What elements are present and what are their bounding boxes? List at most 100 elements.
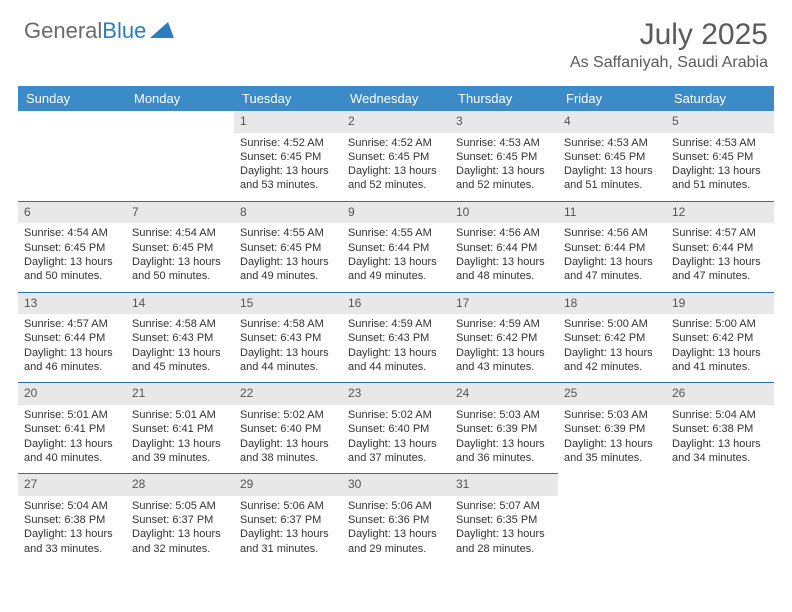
- daylight-line: Daylight: 13 hours and 50 minutes.: [132, 255, 228, 284]
- sunrise-line: Sunrise: 4:58 AM: [240, 317, 336, 331]
- day-number: 22: [234, 382, 342, 405]
- sunset-line: Sunset: 6:41 PM: [24, 422, 120, 436]
- sunset-line: Sunset: 6:38 PM: [672, 422, 768, 436]
- daylight-line: Daylight: 13 hours and 47 minutes.: [564, 255, 660, 284]
- day-content: Sunrise: 5:01 AMSunset: 6:41 PMDaylight:…: [126, 405, 234, 473]
- title-block: July 2025 As Saffaniyah, Saudi Arabia: [570, 18, 768, 72]
- day-content: Sunrise: 4:58 AMSunset: 6:43 PMDaylight:…: [234, 314, 342, 382]
- day-content: Sunrise: 5:01 AMSunset: 6:41 PMDaylight:…: [18, 405, 126, 473]
- daylight-line: Daylight: 13 hours and 40 minutes.: [24, 437, 120, 466]
- calendar-cell: 2Sunrise: 4:52 AMSunset: 6:45 PMDaylight…: [342, 111, 450, 201]
- day-number: 8: [234, 201, 342, 224]
- day-number: 28: [126, 473, 234, 496]
- day-content: Sunrise: 5:04 AMSunset: 6:38 PMDaylight:…: [18, 496, 126, 564]
- day-number: 5: [666, 111, 774, 133]
- daylight-line: Daylight: 13 hours and 28 minutes.: [456, 527, 552, 556]
- sunrise-line: Sunrise: 5:07 AM: [456, 499, 552, 513]
- calendar-cell: 31Sunrise: 5:07 AMSunset: 6:35 PMDayligh…: [450, 473, 558, 564]
- sunrise-line: Sunrise: 4:56 AM: [456, 226, 552, 240]
- day-number: 30: [342, 473, 450, 496]
- weekday-header: Saturday: [666, 86, 774, 111]
- day-number: 1: [234, 111, 342, 133]
- calendar-cell: 17Sunrise: 4:59 AMSunset: 6:42 PMDayligh…: [450, 292, 558, 383]
- sunrise-line: Sunrise: 5:02 AM: [348, 408, 444, 422]
- daylight-line: Daylight: 13 hours and 32 minutes.: [132, 527, 228, 556]
- page-header: GeneralBlue July 2025 As Saffaniyah, Sau…: [0, 0, 792, 78]
- day-content: Sunrise: 5:05 AMSunset: 6:37 PMDaylight:…: [126, 496, 234, 564]
- day-content: Sunrise: 5:06 AMSunset: 6:37 PMDaylight:…: [234, 496, 342, 564]
- calendar-week-row: 13Sunrise: 4:57 AMSunset: 6:44 PMDayligh…: [18, 292, 774, 383]
- day-content: Sunrise: 5:02 AMSunset: 6:40 PMDaylight:…: [342, 405, 450, 473]
- day-content: Sunrise: 4:53 AMSunset: 6:45 PMDaylight:…: [666, 133, 774, 201]
- day-number: 15: [234, 292, 342, 315]
- calendar-week-row: 1Sunrise: 4:52 AMSunset: 6:45 PMDaylight…: [18, 111, 774, 201]
- calendar-week-row: 20Sunrise: 5:01 AMSunset: 6:41 PMDayligh…: [18, 382, 774, 473]
- calendar-cell: 24Sunrise: 5:03 AMSunset: 6:39 PMDayligh…: [450, 382, 558, 473]
- daylight-line: Daylight: 13 hours and 42 minutes.: [564, 346, 660, 375]
- page-title: July 2025: [570, 18, 768, 52]
- day-content: Sunrise: 4:55 AMSunset: 6:44 PMDaylight:…: [342, 223, 450, 291]
- sunrise-line: Sunrise: 4:55 AM: [240, 226, 336, 240]
- sunset-line: Sunset: 6:45 PM: [348, 150, 444, 164]
- sunrise-line: Sunrise: 5:02 AM: [240, 408, 336, 422]
- day-content: Sunrise: 4:57 AMSunset: 6:44 PMDaylight:…: [666, 223, 774, 291]
- weekday-header: Monday: [126, 86, 234, 111]
- day-number: 16: [342, 292, 450, 315]
- sunrise-line: Sunrise: 5:03 AM: [564, 408, 660, 422]
- daylight-line: Daylight: 13 hours and 47 minutes.: [672, 255, 768, 284]
- sunrise-line: Sunrise: 5:04 AM: [24, 499, 120, 513]
- calendar-cell: 23Sunrise: 5:02 AMSunset: 6:40 PMDayligh…: [342, 382, 450, 473]
- sunset-line: Sunset: 6:40 PM: [348, 422, 444, 436]
- day-number: 6: [18, 201, 126, 224]
- daylight-line: Daylight: 13 hours and 34 minutes.: [672, 437, 768, 466]
- sunset-line: Sunset: 6:45 PM: [240, 150, 336, 164]
- day-number: 19: [666, 292, 774, 315]
- calendar-cell: [126, 111, 234, 201]
- sunset-line: Sunset: 6:42 PM: [564, 331, 660, 345]
- calendar-cell: 20Sunrise: 5:01 AMSunset: 6:41 PMDayligh…: [18, 382, 126, 473]
- calendar-cell: 1Sunrise: 4:52 AMSunset: 6:45 PMDaylight…: [234, 111, 342, 201]
- sunrise-line: Sunrise: 5:04 AM: [672, 408, 768, 422]
- sunrise-line: Sunrise: 5:00 AM: [672, 317, 768, 331]
- sunrise-line: Sunrise: 5:06 AM: [240, 499, 336, 513]
- weekday-header: Thursday: [450, 86, 558, 111]
- sunrise-line: Sunrise: 4:53 AM: [456, 136, 552, 150]
- sunset-line: Sunset: 6:44 PM: [24, 331, 120, 345]
- sunrise-line: Sunrise: 4:52 AM: [348, 136, 444, 150]
- sunrise-line: Sunrise: 5:05 AM: [132, 499, 228, 513]
- daylight-line: Daylight: 13 hours and 46 minutes.: [24, 346, 120, 375]
- day-number: 11: [558, 201, 666, 224]
- sunset-line: Sunset: 6:45 PM: [564, 150, 660, 164]
- daylight-line: Daylight: 13 hours and 36 minutes.: [456, 437, 552, 466]
- day-number: 18: [558, 292, 666, 315]
- sunset-line: Sunset: 6:44 PM: [564, 241, 660, 255]
- calendar-cell: 25Sunrise: 5:03 AMSunset: 6:39 PMDayligh…: [558, 382, 666, 473]
- daylight-line: Daylight: 13 hours and 41 minutes.: [672, 346, 768, 375]
- calendar-cell: 26Sunrise: 5:04 AMSunset: 6:38 PMDayligh…: [666, 382, 774, 473]
- daylight-line: Daylight: 13 hours and 37 minutes.: [348, 437, 444, 466]
- weekday-header: Wednesday: [342, 86, 450, 111]
- calendar-cell: 13Sunrise: 4:57 AMSunset: 6:44 PMDayligh…: [18, 292, 126, 383]
- day-number: 21: [126, 382, 234, 405]
- daylight-line: Daylight: 13 hours and 44 minutes.: [348, 346, 444, 375]
- daylight-line: Daylight: 13 hours and 52 minutes.: [456, 164, 552, 193]
- sunset-line: Sunset: 6:44 PM: [348, 241, 444, 255]
- day-number: 13: [18, 292, 126, 315]
- day-content: Sunrise: 4:56 AMSunset: 6:44 PMDaylight:…: [558, 223, 666, 291]
- sunrise-line: Sunrise: 5:00 AM: [564, 317, 660, 331]
- sunrise-line: Sunrise: 4:53 AM: [564, 136, 660, 150]
- calendar-cell: 27Sunrise: 5:04 AMSunset: 6:38 PMDayligh…: [18, 473, 126, 564]
- calendar-cell: [666, 473, 774, 564]
- daylight-line: Daylight: 13 hours and 33 minutes.: [24, 527, 120, 556]
- daylight-line: Daylight: 13 hours and 38 minutes.: [240, 437, 336, 466]
- day-number: 7: [126, 201, 234, 224]
- page-subtitle: As Saffaniyah, Saudi Arabia: [570, 54, 768, 72]
- sunset-line: Sunset: 6:41 PM: [132, 422, 228, 436]
- day-content: Sunrise: 4:53 AMSunset: 6:45 PMDaylight:…: [450, 133, 558, 201]
- day-content: Sunrise: 5:00 AMSunset: 6:42 PMDaylight:…: [666, 314, 774, 382]
- sunset-line: Sunset: 6:45 PM: [672, 150, 768, 164]
- sunset-line: Sunset: 6:39 PM: [564, 422, 660, 436]
- day-content: Sunrise: 4:52 AMSunset: 6:45 PMDaylight:…: [342, 133, 450, 201]
- daylight-line: Daylight: 13 hours and 35 minutes.: [564, 437, 660, 466]
- daylight-line: Daylight: 13 hours and 51 minutes.: [564, 164, 660, 193]
